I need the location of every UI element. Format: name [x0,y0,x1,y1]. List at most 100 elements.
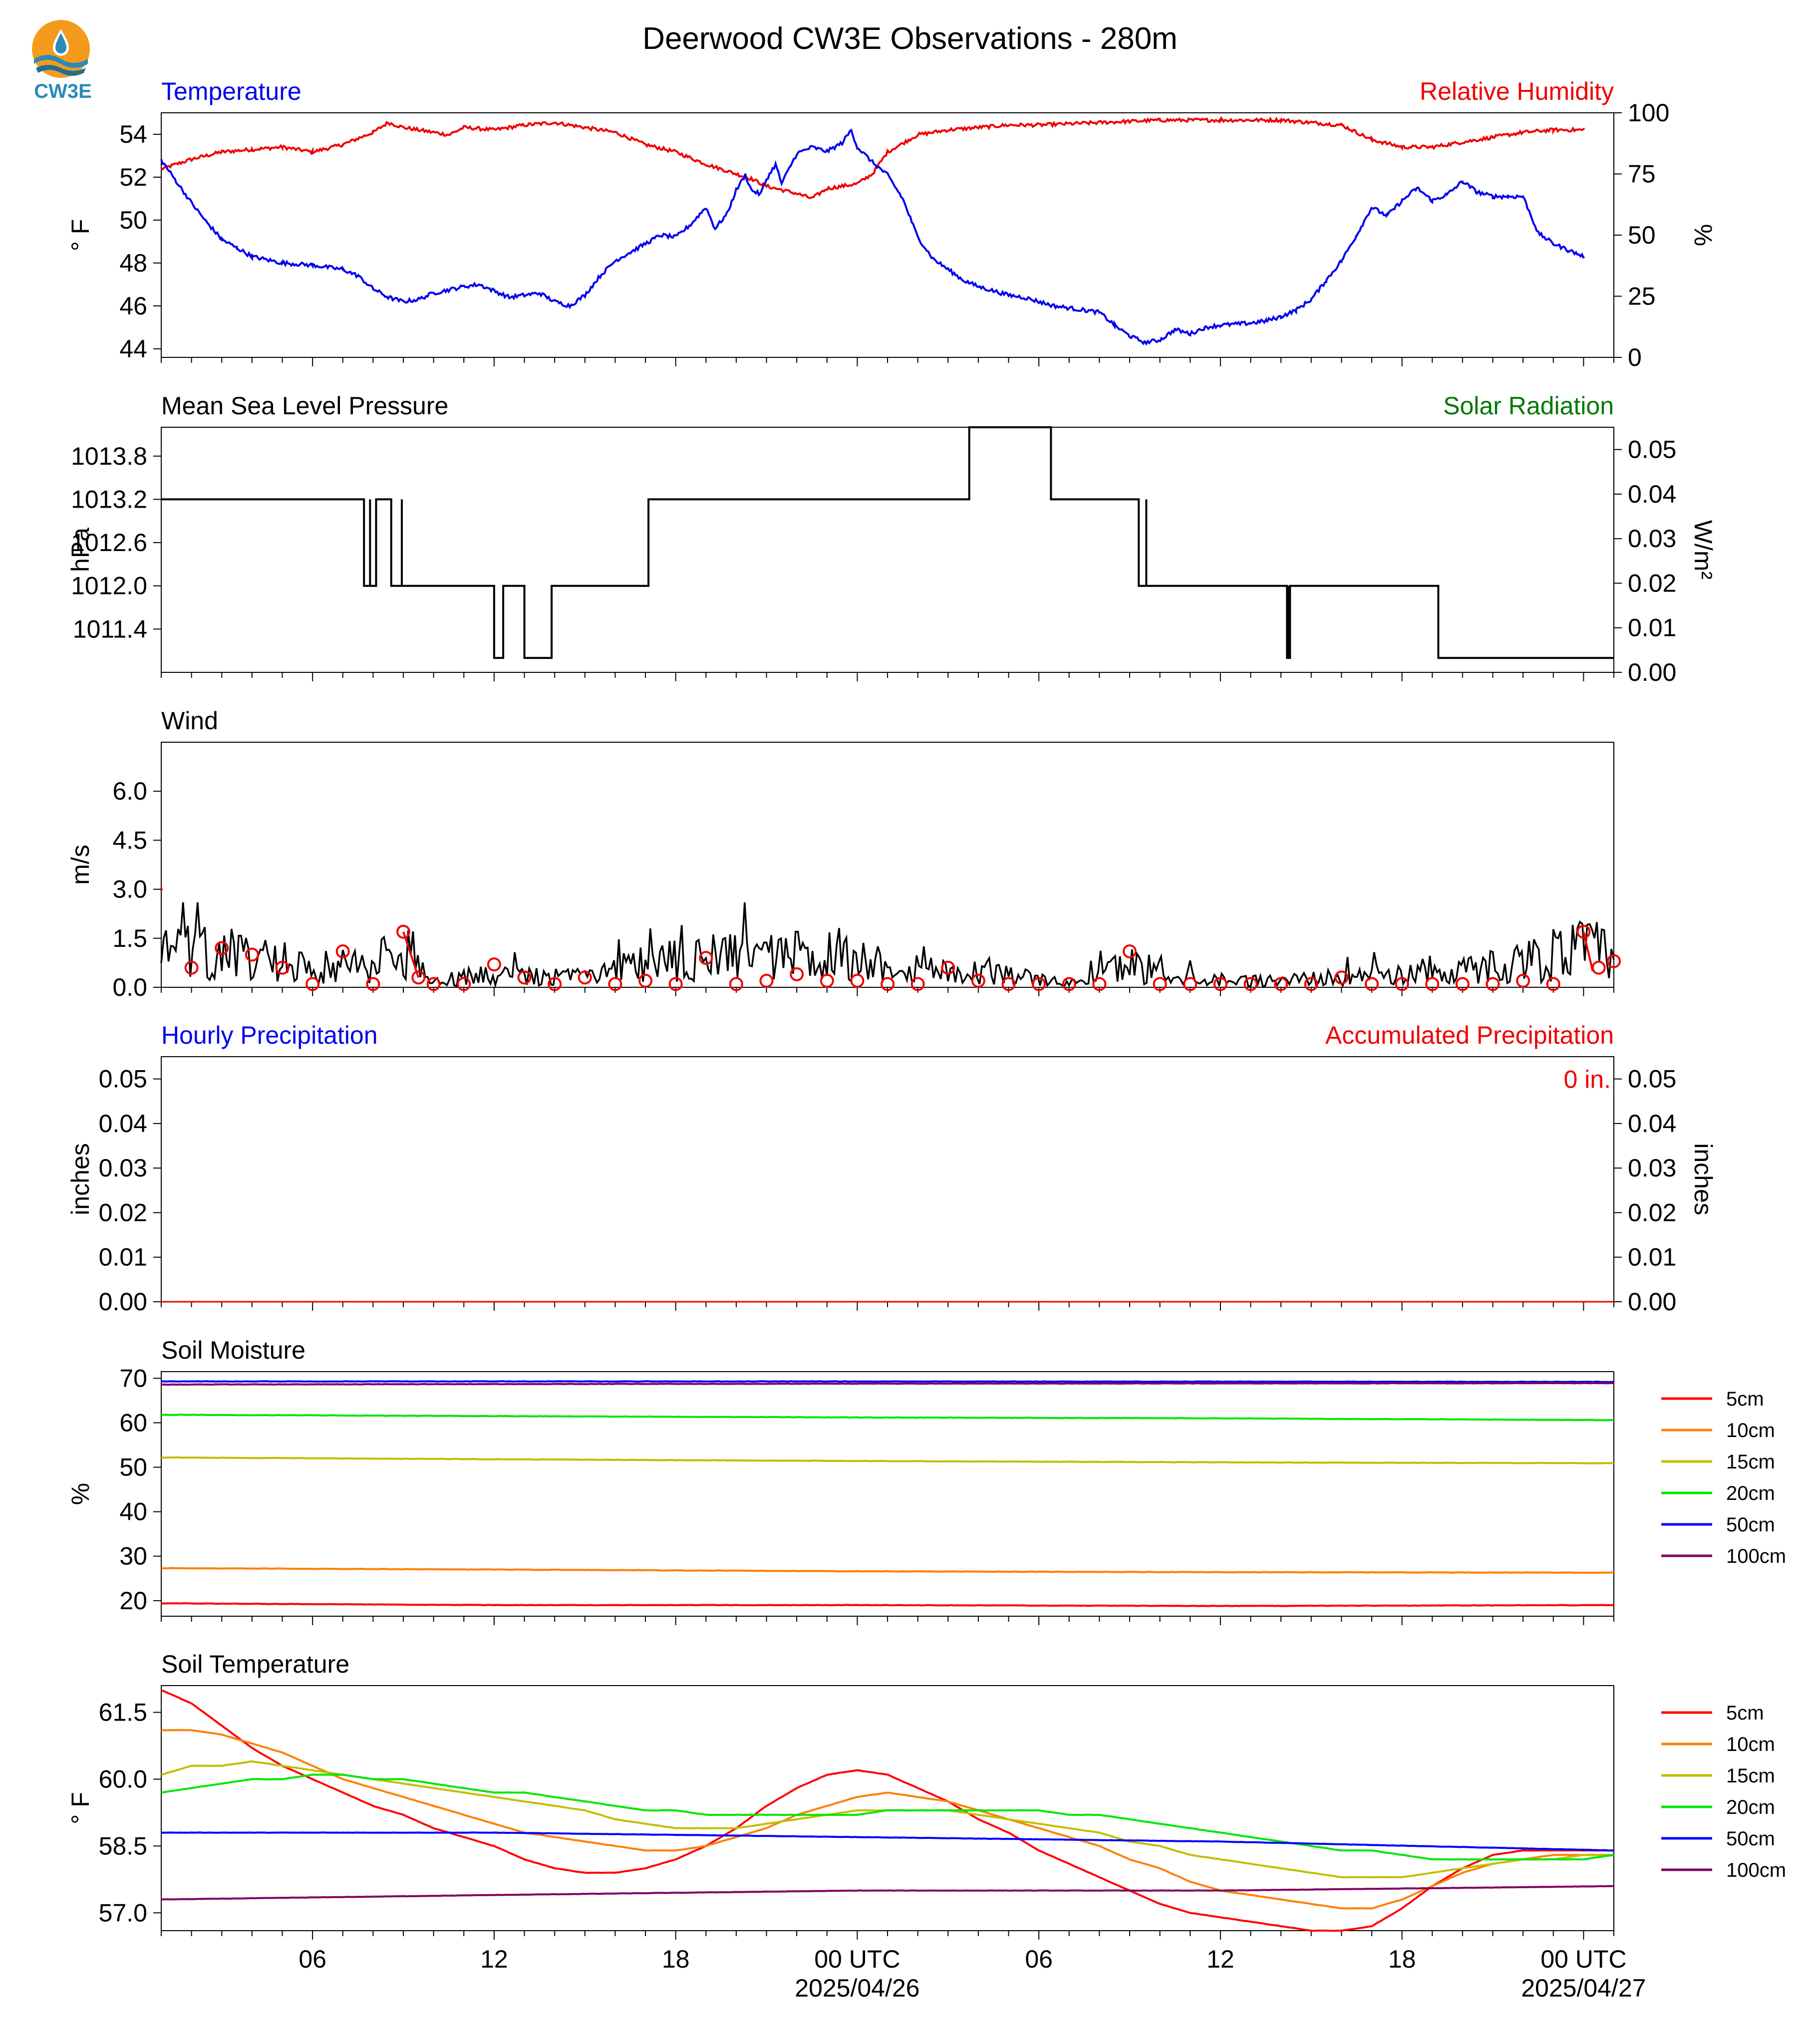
soil-moisture-line [161,1567,1614,1574]
wind-gust-marker [1001,977,1016,991]
temperature-panel-ytick-label-right: 0 [1628,343,1642,371]
wind-gust-marker [790,967,804,981]
wind-gust-marker [1607,954,1621,968]
soil-moisture-panel-frame [161,1371,1614,1617]
temperature-panel-ytick-label-left: 52 [119,163,147,191]
pressure-panel-frame [161,427,1614,673]
precip-panel-title-left: Hourly Precipitation [161,1021,378,1049]
soil-moisture-panel-legend-label: 15cm [1726,1451,1775,1473]
pressure-panel: 1011.4 1012.0 1012.6 1013.2 1013.8 0.00 0.01 0.… [66,392,1717,686]
time-tick-label: 06 [1025,1945,1053,1973]
soil-temp-line [161,1773,1614,1861]
wind-gust-marker [245,947,259,962]
precip-panel-ytick-label-left: 0.04 [99,1110,147,1138]
wind-gust-marker [184,960,199,975]
pressure-panel-ytick-label-left: 1011.4 [73,615,147,643]
precip-panel-ytick-label-left: 0.05 [99,1065,147,1093]
soil-temp-panel-legend-label: 5cm [1726,1702,1764,1724]
soil-moisture-line [161,1414,1614,1422]
precip-panel-ytick-label-left: 0.00 [99,1288,147,1316]
soil-moisture-line [161,1602,1614,1607]
time-tick-label: 00 UTC [814,1945,900,1973]
wind-gust-marker [335,944,350,958]
soil-temp-panel-title-left: Soil Temperature [161,1650,349,1678]
wind-gust-marker [1425,977,1440,991]
pressure-panel-ytick-label-right: 0.01 [1628,614,1676,642]
wind-gust-marker [1032,977,1046,991]
wind-gust-marker [1576,924,1591,939]
pressure-panel-ytick-label-right: 0.00 [1628,658,1676,686]
wind-gust-marker [457,977,471,991]
soil-moisture-line [161,1456,1614,1464]
wind-gust-marker [1546,977,1560,991]
pressure-panel-title-left: Mean Sea Level Pressure [161,392,448,420]
soil-moisture-panel-legend-label: 50cm [1726,1514,1775,1536]
time-tick-label: 12 [480,1945,508,1973]
time-tick-label: 18 [1388,1945,1416,1973]
accumulated-precip-label: 0 in. [1563,1066,1611,1094]
pressure-panel-ylabel-left: hPa [66,528,94,572]
wind-gust-marker [305,977,320,991]
pressure-panel-ytick-label-right: 0.05 [1628,436,1676,464]
wind-gust-marker [487,957,501,972]
wind-gust-marker [971,973,985,988]
temperature-panel-ytick-label-right: 50 [1628,221,1656,249]
wind-gust-marker [548,977,562,991]
wind-gust-marker [1243,977,1258,991]
pressure-panel-ylabel-right: W/m² [1689,520,1717,579]
wind-gust-marker [941,960,955,975]
precip-panel-frame [161,1056,1614,1302]
wind-gust-marker [275,960,290,975]
precip-panel-ytick-label-right: 0.02 [1628,1198,1676,1226]
temperature-panel: 44 46 48 50 52 54 0 25 50 75 100 ° F % Temperature Rel… [66,77,1717,371]
wind-panel-ytick-label-left: 3.0 [112,875,147,903]
wind-gust-marker [1213,977,1227,991]
logo-text: CW3E [34,80,92,102]
soil-temp-line [161,1831,1614,1852]
soil-moisture-panel-title-left: Soil Moisture [161,1336,305,1364]
temperature-line [160,128,1585,346]
soil-moisture-line [161,1380,1614,1383]
precip-panel-ytick-label-right: 0.01 [1628,1243,1676,1271]
soil-moisture-panel-legend-label: 20cm [1726,1482,1775,1504]
wind-gust-marker [215,941,229,955]
wind-gust-marker [699,951,713,965]
pressure-panel-ytick-label-right: 0.03 [1628,525,1676,553]
wind-gust-marker [850,973,865,988]
precip-panel-ytick-label-right: 0.05 [1628,1065,1676,1093]
wind-gust-marker [366,977,380,991]
wind-gust-marker [1591,960,1606,975]
soil-moisture-panel-ytick-label-left: 60 [119,1409,147,1437]
wind-gust-marker [1304,977,1318,991]
soil-moisture-panel-ytick-label-left: 50 [119,1453,147,1481]
date-label: 2025/04/27 [1521,1974,1646,2002]
soil-temp-panel-legend-label: 20cm [1726,1796,1775,1818]
time-tick-label: 06 [299,1945,326,1973]
wind-gust-marker [759,973,774,988]
wind-gust-marker [608,977,622,991]
precip-panel-ylabel-right: inches [1689,1143,1717,1215]
temperature-panel-ytick-label-left: 48 [119,249,147,277]
pressure-panel-ytick-label-left: 1012.6 [71,529,147,557]
wind-gust-marker [910,977,925,991]
soil-temp-panel-ytick-label-left: 57.0 [99,1899,147,1927]
wind-gust-marker [1092,977,1107,991]
wind-gust-marker [1395,977,1409,991]
soil-moisture-panel: 20 30 40 50 60 70% Soil Moisture 5cm 10cm 15cm 20c… [66,1336,1786,1625]
time-tick-label: 18 [662,1945,690,1973]
wind-gust-marker [1123,944,1137,958]
pressure-panel-ytick-label-left: 1012.0 [71,572,147,600]
pressure-panel-ytick-label-left: 1013.2 [71,485,147,513]
soil-moisture-panel-ytick-label-left: 40 [119,1498,147,1526]
wind-panel-ylabel-left: m/s [66,845,94,885]
wind-speed-line [160,902,1615,989]
figure-title: Deerwood CW3E Observations - 280m [642,21,1178,56]
soil-temp-panel-ytick-label-left: 58.5 [99,1832,147,1860]
precip-panel-ylabel-left: inches [66,1143,94,1215]
wind-gust-marker [426,977,441,991]
precip-panel: 0.00 0.01 0.02 0.03 0.04 0.05 0.00 0.01 0.02 0.03… [66,1021,1717,1316]
soil-moisture-line [161,1382,1614,1386]
soil-moisture-panel-ylabel-left: % [66,1483,94,1505]
precip-panel-title-right: Accumulated Precipitation [1325,1021,1614,1049]
